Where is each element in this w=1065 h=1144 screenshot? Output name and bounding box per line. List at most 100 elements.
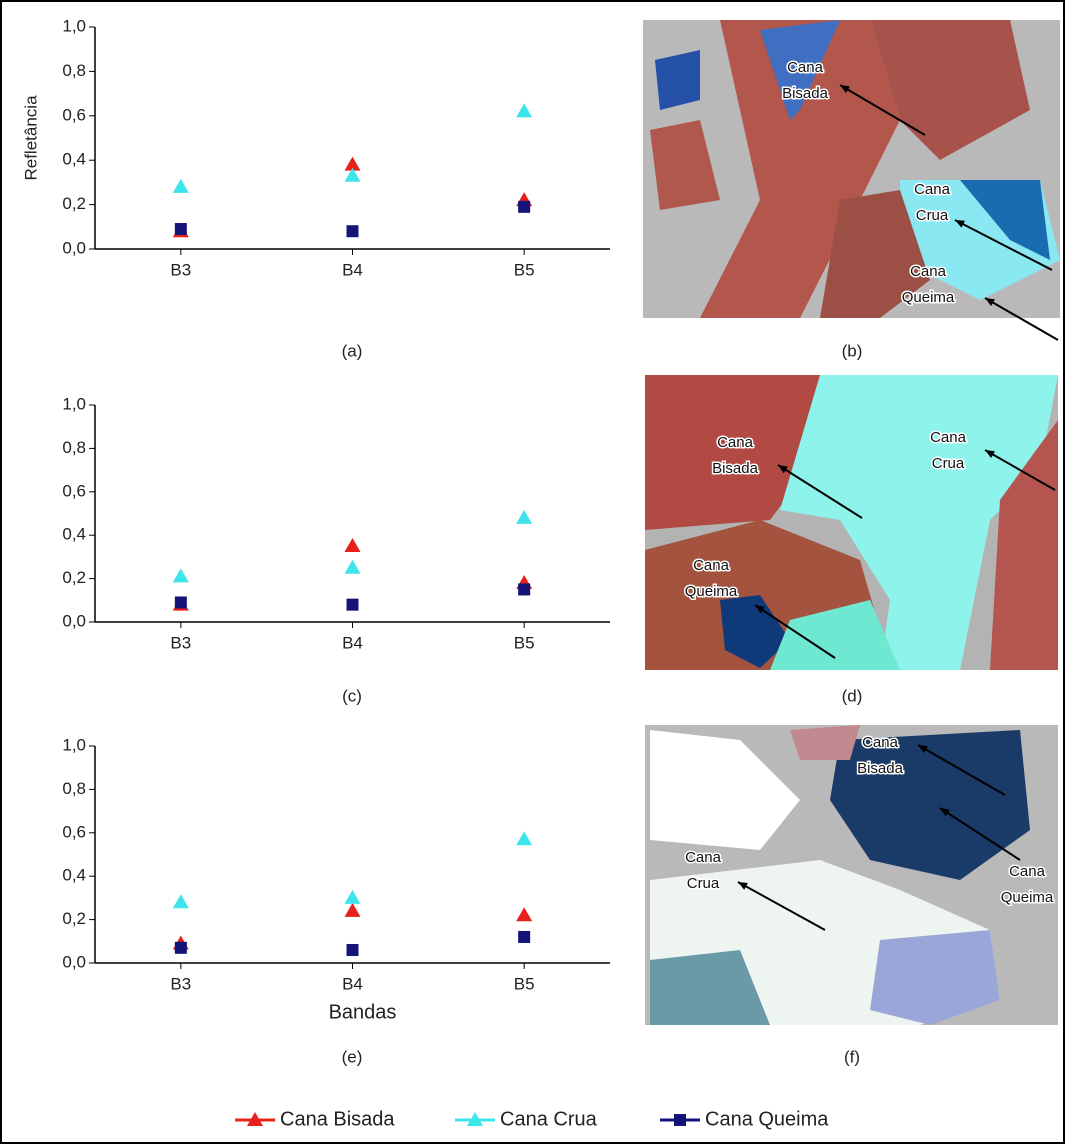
image-region: [645, 375, 820, 530]
image-region: [650, 120, 720, 210]
point: [174, 596, 187, 609]
legend-marker: [247, 1112, 263, 1126]
y-tick-label: 0,4: [62, 525, 86, 544]
arrow-head: [985, 298, 995, 306]
y-tick-label: 0,2: [62, 568, 86, 587]
y-tick-label: 0,8: [62, 438, 86, 457]
arrow-head: [985, 450, 995, 458]
image-region: [720, 595, 790, 668]
x-tick-label: B4: [342, 633, 363, 652]
legend-marker: [674, 1114, 686, 1126]
y-tick-label: 1,0: [62, 394, 86, 413]
image-label: Cana: [787, 59, 824, 76]
image-label: Crua: [932, 455, 965, 472]
image-label: Cana: [693, 557, 730, 574]
image-region: [770, 600, 900, 670]
y-tick-label: 1,0: [62, 16, 86, 35]
caption: (f): [844, 1047, 860, 1066]
image-label: Cana: [685, 849, 722, 866]
legend-label: Cana Crua: [500, 1108, 598, 1130]
image-region: [700, 20, 900, 318]
image-region: [960, 180, 1050, 260]
point: [174, 223, 187, 236]
arrow-head: [840, 85, 850, 94]
point: [344, 902, 361, 917]
image-label: Cana: [914, 181, 951, 198]
point: [344, 156, 361, 171]
arrow-head: [918, 745, 928, 753]
point: [516, 103, 533, 118]
y-tick-label: 0,0: [62, 952, 86, 971]
arrow: [939, 807, 1021, 861]
y-axis-label: Refletância: [21, 95, 40, 181]
image-d: [645, 375, 1058, 670]
arrow-head: [778, 465, 788, 474]
arrow: [754, 604, 836, 659]
image-region: [820, 190, 930, 318]
arrow-head: [755, 605, 765, 614]
point: [516, 509, 533, 524]
image-region: [790, 725, 860, 760]
arrow: [984, 449, 1056, 491]
point: [346, 598, 359, 611]
y-tick-label: 0,6: [62, 822, 86, 841]
arrow: [839, 84, 926, 136]
y-tick-label: 0,6: [62, 105, 86, 124]
y-tick-label: 0,0: [62, 611, 86, 630]
image-label: Bisada: [857, 760, 904, 777]
image-label: Cana: [910, 263, 947, 280]
y-tick-label: 0,2: [62, 909, 86, 928]
y-tick-label: 0,8: [62, 779, 86, 798]
legend-label: Cana Bisada: [280, 1108, 395, 1130]
image-label: Cana: [930, 429, 967, 446]
legend: Cana Bisada Cana Crua Cana Queima: [235, 1108, 829, 1130]
arrow: [984, 297, 1059, 341]
x-tick-label: B5: [514, 633, 535, 652]
point: [344, 538, 361, 553]
arrow-head: [738, 882, 748, 890]
arrow: [954, 219, 1053, 271]
x-axis-label: Bandas: [329, 1001, 397, 1023]
image-label: Crua: [916, 207, 949, 224]
image-region: [650, 950, 770, 1025]
arrow-head: [940, 808, 950, 817]
y-tick-label: 0,0: [62, 238, 86, 257]
image-region: [780, 375, 1058, 670]
point: [174, 941, 187, 954]
y-tick-label: 0,2: [62, 194, 86, 213]
point: [518, 200, 531, 213]
image-label: Crua: [687, 875, 720, 892]
point: [344, 559, 361, 574]
point: [344, 167, 361, 182]
caption: (e): [342, 1047, 363, 1066]
image-region: [870, 20, 1030, 160]
image-region: [650, 730, 800, 850]
point: [518, 583, 531, 596]
point: [344, 889, 361, 904]
x-tick-label: B5: [514, 260, 535, 279]
image-label: Bisada: [782, 85, 829, 102]
image-b: [643, 20, 1060, 318]
arrow: [737, 881, 826, 931]
y-tick-label: 1,0: [62, 735, 86, 754]
image-label: Cana: [1009, 863, 1046, 880]
point: [172, 894, 189, 909]
legend-marker: [467, 1112, 483, 1126]
image-region: [830, 730, 1030, 880]
arrow-head: [955, 220, 965, 228]
y-tick-label: 0,4: [62, 150, 86, 169]
image-region: [760, 20, 840, 120]
point: [518, 930, 531, 943]
y-tick-label: 0,8: [62, 61, 86, 80]
arrow: [777, 464, 863, 519]
caption: (b): [842, 341, 863, 360]
image-label: Queima: [1001, 889, 1054, 906]
x-tick-label: B4: [342, 260, 363, 279]
image-label: Queima: [902, 289, 955, 306]
point: [172, 178, 189, 193]
image-label: Cana: [717, 434, 754, 451]
x-tick-label: B3: [170, 974, 191, 993]
arrow: [917, 744, 1006, 796]
image-label: Bisada: [712, 460, 759, 477]
